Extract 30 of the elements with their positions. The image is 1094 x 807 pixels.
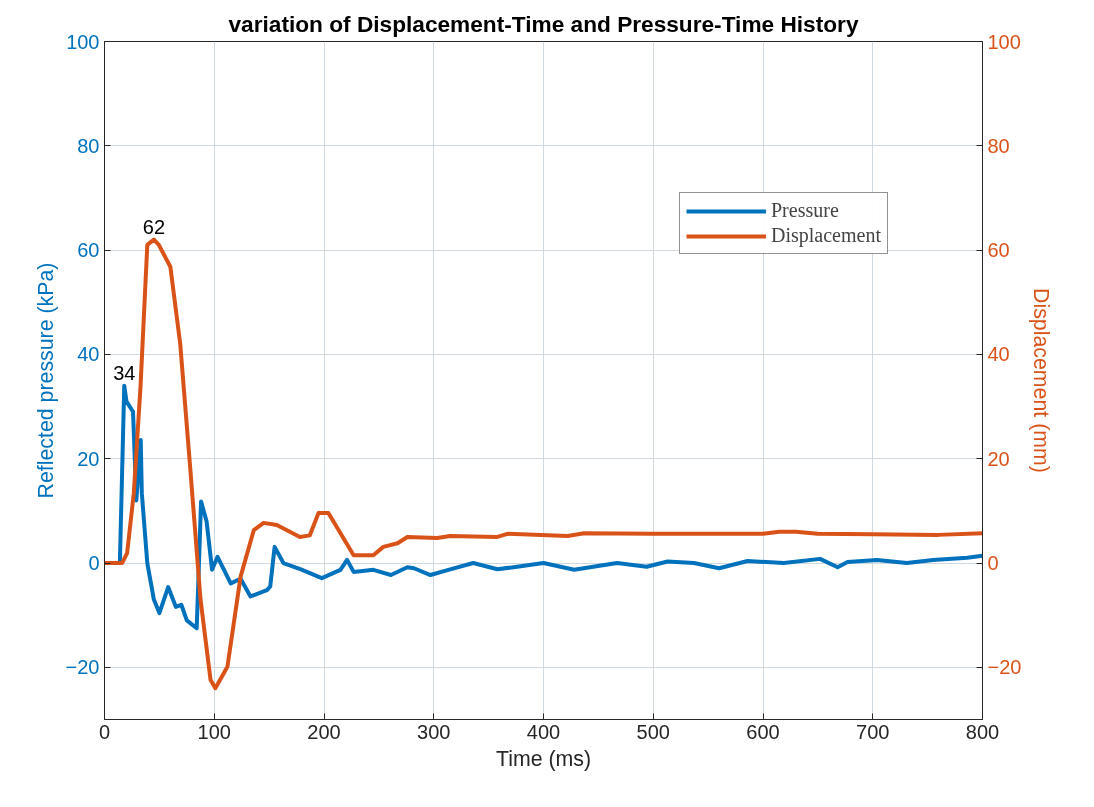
y-tick-label: 0 <box>88 552 100 575</box>
y2-tick-label: 100 <box>987 30 1021 53</box>
y-axis-title: Reflected pressure (kPa) <box>33 262 58 499</box>
y2-tick-label: 80 <box>987 134 1010 157</box>
legend-label: Pressure <box>771 199 839 222</box>
annotation: 62 <box>142 215 166 238</box>
y-tick-label: 40 <box>77 343 100 366</box>
x-tick-label: 700 <box>856 720 890 743</box>
x-tick-label: 800 <box>965 720 1000 743</box>
y-tick-label: 20 <box>77 447 100 470</box>
y2-tick-label: −20 <box>987 656 1022 679</box>
y-tick-label: −20 <box>65 656 100 679</box>
legend-label: Displacement <box>771 224 881 247</box>
y-tick-label: 60 <box>77 239 100 262</box>
y2-tick-label: 0 <box>987 552 999 575</box>
x-axis-title: Time (ms) <box>495 746 592 771</box>
y-tick-label: 100 <box>66 30 100 53</box>
x-tick-label: 600 <box>746 720 780 743</box>
chart-title: variation of Displacement-Time and Pressure-Time History <box>228 10 859 37</box>
y2-tick-label: 20 <box>987 447 1010 470</box>
y-tick-label: 80 <box>77 134 100 157</box>
annotation: 34 <box>113 361 136 384</box>
y2-tick-label: 60 <box>987 239 1010 262</box>
x-tick-label: 100 <box>197 720 231 743</box>
x-tick-label: 500 <box>636 720 670 743</box>
x-tick-label: 400 <box>526 720 561 743</box>
x-tick-label: 300 <box>417 720 451 743</box>
y2-tick-label: 40 <box>987 343 1010 366</box>
x-tick-label: 200 <box>307 720 341 743</box>
y2-axis-title: Displacement (mm) <box>1029 288 1054 473</box>
